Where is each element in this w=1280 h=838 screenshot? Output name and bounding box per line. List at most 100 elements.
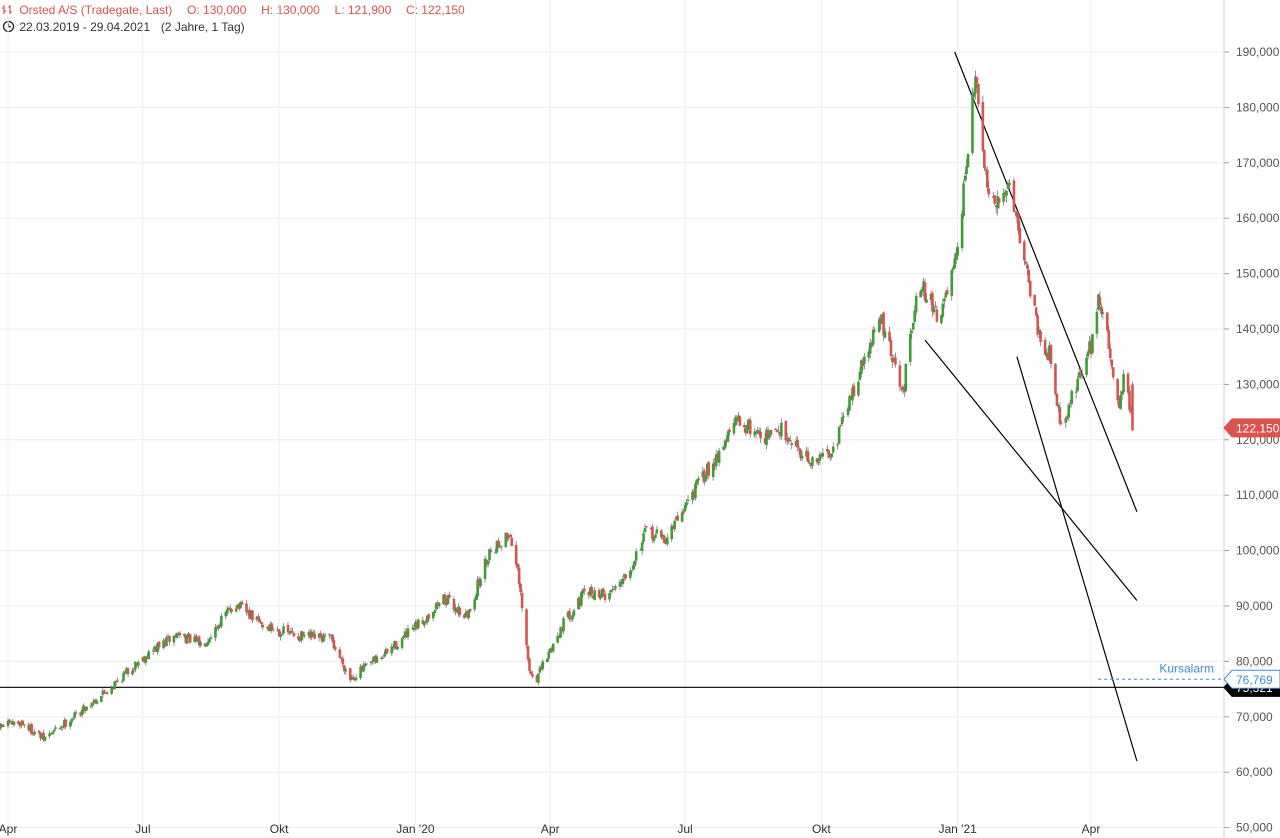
- candle-body: [914, 295, 918, 313]
- candle-body: [830, 453, 834, 458]
- candle-body: [611, 589, 614, 591]
- candle-body: [572, 610, 576, 616]
- instrument-name: Orsted A/S (Tradegate, Last): [19, 3, 173, 17]
- candle-body: [994, 205, 998, 207]
- candle-body: [1023, 241, 1026, 261]
- candle-body: [1105, 312, 1109, 331]
- candle-body: [165, 637, 168, 646]
- candle-body: [301, 631, 305, 637]
- candle-body: [1095, 311, 1099, 334]
- y-tick-label: 170,000: [1236, 156, 1280, 170]
- candle-body: [870, 344, 874, 347]
- candle-body: [43, 736, 47, 741]
- candle-body: [303, 635, 306, 637]
- candle-body: [858, 371, 862, 381]
- candle-body: [788, 439, 792, 442]
- candle-body: [851, 387, 854, 401]
- candle-body: [1043, 339, 1047, 355]
- candle-body: [1064, 417, 1068, 423]
- candle-body: [602, 589, 605, 593]
- candle-body: [966, 153, 970, 168]
- candle-body: [452, 598, 456, 610]
- candle-body: [1034, 307, 1038, 316]
- candle-body: [732, 423, 736, 434]
- candle-body: [840, 417, 844, 425]
- candle-body: [21, 720, 25, 726]
- candle-body: [590, 586, 594, 595]
- candle-body: [474, 595, 478, 601]
- candle-body: [298, 638, 302, 641]
- candle-body: [132, 669, 136, 671]
- candle-body: [971, 94, 974, 153]
- candle-body: [577, 597, 580, 609]
- candle-body: [900, 387, 903, 389]
- candle-body: [757, 430, 761, 433]
- candle-body: [163, 640, 167, 647]
- candle-body: [673, 520, 676, 530]
- candle-body: [663, 535, 666, 544]
- candle-body: [748, 419, 752, 435]
- candle-body: [717, 450, 721, 463]
- close-value: 122,150: [421, 3, 465, 17]
- candle-body: [913, 310, 916, 322]
- candle-body: [135, 663, 139, 666]
- candle-body: [504, 532, 508, 548]
- candle-body: [722, 446, 725, 450]
- candle-body: [311, 632, 315, 634]
- candle-body: [394, 641, 398, 649]
- candle-body: [483, 558, 487, 579]
- candle-body: [1055, 393, 1059, 406]
- chart-header-quote: Orsted A/S (Tradegate, Last) O: 130,000 …: [0, 3, 465, 17]
- candle-body: [956, 246, 959, 256]
- candle-body: [796, 439, 799, 448]
- candle-body: [95, 700, 99, 704]
- candle-body: [384, 649, 388, 655]
- candle-body: [785, 438, 789, 442]
- candle-body: [362, 665, 365, 672]
- candle-body: [919, 291, 922, 298]
- candle-body: [381, 657, 385, 659]
- candle-body: [694, 483, 697, 499]
- candle-body: [360, 666, 364, 671]
- candle-body: [2, 725, 5, 727]
- candle-body: [923, 282, 927, 301]
- candle-body: [125, 668, 128, 673]
- candle-body: [137, 662, 140, 666]
- candle-body: [258, 619, 262, 623]
- candle-body: [821, 452, 825, 457]
- candle-body: [497, 540, 500, 546]
- candle-body: [1018, 228, 1022, 244]
- last-price-tag-label: 122,150: [1236, 421, 1280, 435]
- candle-body: [623, 574, 626, 578]
- candle-body: [297, 636, 300, 640]
- candle-body: [583, 588, 586, 592]
- candle-body: [37, 730, 41, 733]
- candle-body: [494, 552, 497, 554]
- candle-body: [882, 312, 885, 336]
- candle-body: [568, 610, 571, 619]
- candle-body: [984, 168, 988, 170]
- y-tick-label: 130,000: [1236, 377, 1280, 391]
- candle-body: [726, 431, 730, 442]
- candle-body: [1039, 331, 1042, 342]
- chart-bars-icon[interactable]: [2, 4, 16, 15]
- candle-body: [421, 620, 425, 624]
- candle-body: [827, 449, 831, 458]
- candle-body: [911, 322, 915, 330]
- candle-body: [765, 429, 768, 446]
- candle-body: [431, 612, 435, 619]
- candle-body: [178, 632, 182, 636]
- candle-body: [433, 610, 436, 614]
- candle-body: [754, 432, 758, 434]
- candle-body: [507, 535, 511, 538]
- candle-body: [1036, 315, 1039, 335]
- candle-body: [996, 196, 999, 209]
- candle-body: [403, 631, 407, 637]
- candle-body: [505, 533, 509, 540]
- candle-body: [80, 709, 84, 716]
- candle-body: [960, 213, 964, 249]
- candle-body: [1076, 378, 1079, 391]
- candle-body: [1117, 401, 1121, 408]
- candle-body: [194, 635, 198, 640]
